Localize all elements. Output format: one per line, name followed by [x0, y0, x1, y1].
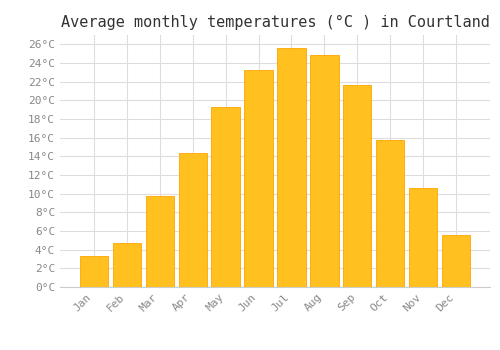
Bar [146, 196, 174, 287]
Bar [442, 235, 470, 287]
Bar [244, 70, 272, 287]
Bar [112, 243, 140, 287]
Bar [278, 48, 305, 287]
Bar [310, 55, 338, 287]
Bar [344, 85, 371, 287]
Bar [376, 140, 404, 287]
Bar [178, 153, 206, 287]
Bar [212, 107, 240, 287]
Title: Average monthly temperatures (°C ) in Courtland: Average monthly temperatures (°C ) in Co… [60, 15, 490, 30]
Bar [80, 256, 108, 287]
Bar [410, 188, 438, 287]
